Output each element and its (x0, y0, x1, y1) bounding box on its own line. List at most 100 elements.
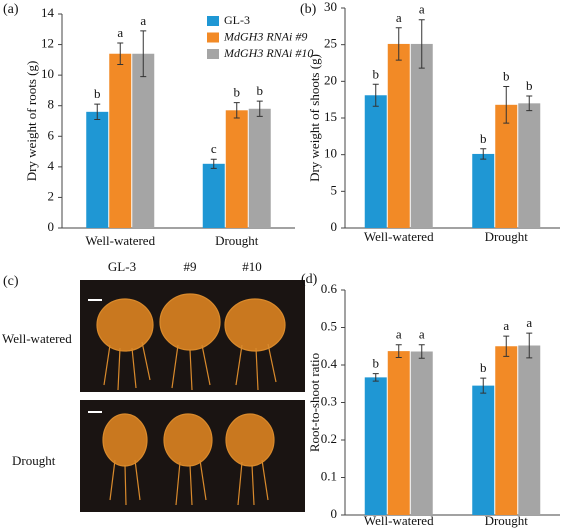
significance-letter: b (480, 131, 487, 146)
error-bar (372, 83, 379, 107)
y-tick-label: 0 (48, 219, 55, 234)
legend-label: MdGH3 RNAi #9 (223, 29, 307, 43)
y-axis-label: Dry weight of roots (g) (24, 61, 39, 182)
legend-swatch (207, 32, 219, 43)
roots (96, 293, 286, 506)
significance-letter: b (373, 66, 380, 81)
y-tick-label: 0.1 (321, 468, 337, 483)
x-tick-label: Drought (215, 233, 259, 248)
panel-label: (a) (3, 2, 19, 17)
x-tick-label: Drought (485, 513, 529, 528)
error-bar (117, 42, 124, 65)
bar (202, 163, 225, 228)
bar (86, 111, 109, 228)
y-tick-label: 10 (324, 146, 337, 161)
x-tick-label: Well-watered (85, 233, 155, 248)
bar (472, 153, 495, 228)
significance-letter: a (419, 2, 425, 17)
error-bar (503, 335, 510, 357)
panel-label: (b) (300, 2, 317, 17)
bar (495, 346, 518, 515)
x-tick-label: Well-watered (364, 513, 434, 528)
bar (387, 351, 410, 515)
significance-letter: b (480, 360, 487, 375)
column-label: GL-3 (108, 259, 136, 274)
significance-letter: a (526, 315, 532, 330)
bar (410, 43, 433, 228)
legend-swatch (207, 16, 219, 26)
y-tick-label: 0.5 (321, 318, 337, 333)
bar (472, 385, 495, 515)
y-tick-label: 15 (324, 109, 337, 124)
error-bar (480, 377, 487, 394)
y-tick-label: 25 (324, 36, 337, 51)
bar (495, 104, 518, 228)
panel-label: (c) (3, 274, 19, 289)
bar (410, 351, 433, 515)
bar (132, 53, 155, 228)
bar (364, 95, 387, 229)
bar (518, 345, 541, 515)
error-bar (372, 373, 379, 382)
bar (109, 53, 132, 228)
error-bar (94, 103, 101, 120)
legend-label: GL-3 (224, 13, 250, 27)
y-tick-label: 12 (41, 36, 54, 51)
y-tick-label: 14 (41, 5, 55, 20)
y-tick-label: 0.2 (321, 431, 337, 446)
y-tick-label: 10 (41, 66, 54, 81)
significance-letter: a (419, 327, 425, 342)
error-bar (526, 95, 533, 112)
bar (387, 43, 410, 228)
error-bar (233, 102, 240, 119)
chart: (a) Dry weight of roots (g) 0 2 4 6 8 10 12 14 Wel… (3, 2, 313, 248)
error-bar (395, 344, 402, 358)
y-tick-label: 0 (331, 219, 338, 234)
y-tick-label: 30 (324, 0, 337, 14)
y-tick-label: 0 (331, 506, 338, 521)
error-bar (256, 100, 263, 117)
y-tick-label: 20 (324, 72, 337, 87)
significance-letter: a (140, 13, 146, 28)
y-tick-label: 0.4 (321, 356, 338, 371)
significance-letter: b (373, 356, 380, 371)
significance-letter: b (234, 85, 241, 100)
error-bar (480, 148, 487, 160)
x-tick-label: Well-watered (364, 229, 434, 244)
photo (80, 280, 305, 512)
legend-swatch (207, 49, 219, 59)
y-axis-label: Dry weight of shoots (g) (307, 54, 322, 182)
significance-letter: b (503, 68, 510, 83)
significance-letter: c (211, 141, 217, 156)
error-bar (526, 332, 533, 359)
significance-letter: a (503, 318, 509, 333)
y-tick-label: 8 (48, 97, 55, 112)
significance-letter: b (94, 86, 101, 101)
y-tick-label: 2 (48, 188, 55, 203)
column-label: #9 (184, 259, 197, 274)
significance-letter: a (396, 10, 402, 25)
error-bar (418, 344, 425, 359)
significance-letter: a (396, 327, 402, 342)
bar (364, 377, 387, 515)
bar (225, 110, 248, 228)
error-bar (418, 19, 425, 69)
x-tick-label: Drought (485, 229, 529, 244)
legend-label: MdGH3 RNAi #10 (223, 46, 313, 60)
error-bar (395, 27, 402, 61)
significance-letter: b (526, 78, 533, 93)
error-bar (210, 158, 217, 169)
y-tick-label: 4 (48, 158, 55, 173)
error-bar (503, 85, 510, 124)
bar (248, 108, 271, 228)
error-bar (140, 30, 147, 78)
column-label: #10 (242, 259, 262, 274)
y-tick-label: 0.6 (321, 281, 338, 296)
panel-label: (d) (301, 272, 318, 287)
row-label: Drought (12, 453, 56, 468)
significance-letter: b (257, 83, 264, 98)
y-axis-label: Root-to-shoot ratio (307, 353, 322, 452)
y-tick-label: 5 (331, 182, 338, 197)
significance-letter: a (117, 25, 123, 40)
